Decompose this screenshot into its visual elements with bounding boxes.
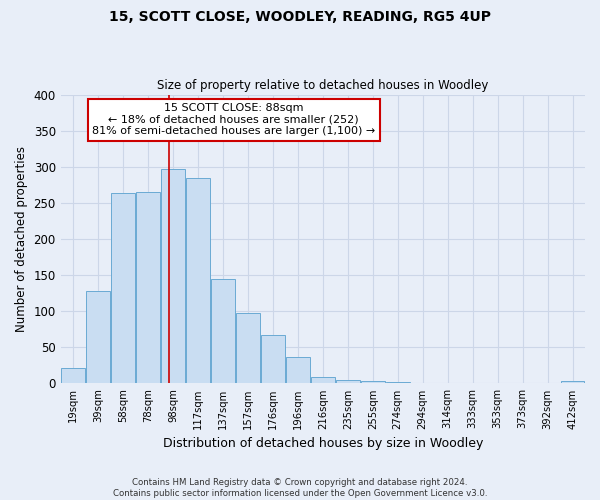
Text: Contains HM Land Registry data © Crown copyright and database right 2024.
Contai: Contains HM Land Registry data © Crown c…: [113, 478, 487, 498]
Bar: [361, 380, 385, 384]
Bar: [86, 291, 110, 384]
Bar: [161, 169, 185, 384]
Bar: [386, 382, 410, 384]
Bar: [560, 382, 584, 384]
Bar: [236, 312, 260, 384]
Bar: [261, 335, 285, 384]
Bar: [111, 194, 135, 384]
X-axis label: Distribution of detached houses by size in Woodley: Distribution of detached houses by size …: [163, 437, 483, 450]
Bar: [186, 178, 210, 384]
Bar: [61, 368, 85, 384]
Title: Size of property relative to detached houses in Woodley: Size of property relative to detached ho…: [157, 79, 488, 92]
Text: 15 SCOTT CLOSE: 88sqm
← 18% of detached houses are smaller (252)
81% of semi-det: 15 SCOTT CLOSE: 88sqm ← 18% of detached …: [92, 103, 376, 136]
Bar: [286, 356, 310, 384]
Bar: [311, 377, 335, 384]
Bar: [136, 192, 160, 384]
Y-axis label: Number of detached properties: Number of detached properties: [15, 146, 28, 332]
Text: 15, SCOTT CLOSE, WOODLEY, READING, RG5 4UP: 15, SCOTT CLOSE, WOODLEY, READING, RG5 4…: [109, 10, 491, 24]
Bar: [211, 278, 235, 384]
Bar: [336, 380, 359, 384]
